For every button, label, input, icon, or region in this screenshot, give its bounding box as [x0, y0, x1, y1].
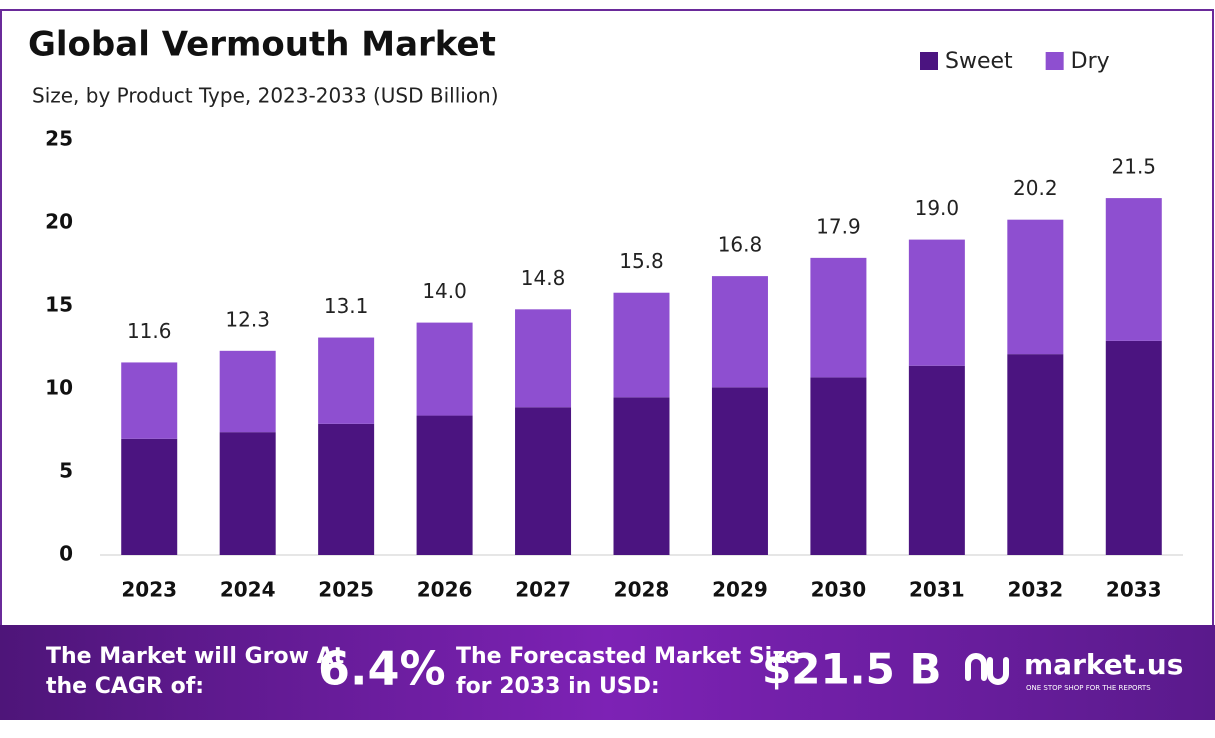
x-tick-label: 2026: [417, 578, 473, 602]
y-tick-label: 20: [45, 210, 73, 234]
cagr-value: 6.4%: [318, 642, 446, 696]
plot: 0510152025202311.6202412.3202513.1202614…: [45, 49, 1183, 602]
bar-segment: [219, 350, 276, 433]
x-tick-label: 2033: [1106, 578, 1162, 602]
y-tick-label: 0: [59, 542, 73, 566]
brand-logo: [965, 653, 1009, 685]
x-tick-label: 2024: [220, 578, 276, 602]
legend-swatch: [920, 52, 938, 70]
bar-segment: [810, 377, 867, 555]
bar-segment: [121, 362, 178, 439]
cagr-text: The Market will Grow At the CAGR of:: [46, 644, 345, 699]
total-label: 20.2: [1013, 176, 1058, 200]
footer-band: [0, 625, 1215, 720]
bar-segment: [1105, 198, 1162, 341]
x-tick-label: 2023: [121, 578, 177, 602]
x-tick-label: 2028: [614, 578, 670, 602]
brand-tagline: ONE STOP SHOP FOR THE REPORTS: [1026, 684, 1151, 692]
x-tick-label: 2030: [811, 578, 867, 602]
bar-segment: [416, 322, 473, 416]
bar-segment: [318, 337, 375, 424]
bar-segment: [908, 239, 965, 366]
legend-swatch: [1045, 52, 1064, 70]
bar-segment: [318, 423, 375, 555]
total-label: 17.9: [816, 214, 861, 238]
bar-segment: [219, 432, 276, 555]
x-tick-label: 2032: [1007, 578, 1063, 602]
bar-segment: [416, 415, 473, 555]
total-label: 19.0: [915, 196, 960, 220]
bar-segment: [515, 309, 572, 408]
forecast-value: $21.5 B: [762, 645, 941, 694]
bar-segment: [515, 407, 572, 555]
total-label: 15.8: [619, 249, 664, 273]
brand-name: market.us: [1024, 648, 1183, 681]
total-label: 14.0: [422, 279, 467, 303]
y-tick-label: 5: [59, 459, 73, 483]
total-label: 13.1: [324, 294, 369, 318]
bar-segment: [1105, 340, 1162, 555]
forecast-text: The Forecasted Market Size for 2033 in US…: [456, 644, 800, 699]
x-tick-label: 2027: [515, 578, 571, 602]
total-label: 14.8: [521, 266, 566, 290]
legend-label: Dry: [1071, 49, 1110, 74]
total-label: 16.8: [718, 233, 763, 257]
bar-segment: [1007, 354, 1064, 555]
bar-segment: [908, 365, 965, 555]
bar-segment: [121, 438, 178, 555]
bar-segment: [1007, 219, 1064, 355]
bar-segment: [613, 397, 670, 555]
bar-segment: [711, 387, 768, 555]
total-label: 21.5: [1112, 155, 1157, 179]
x-tick-label: 2029: [712, 578, 768, 602]
y-tick-label: 10: [45, 376, 73, 400]
bar-segment: [711, 276, 768, 388]
bar-segment: [810, 257, 867, 378]
chart-subtitle: Size, by Product Type, 2023-2033 (USD Bi…: [32, 84, 499, 108]
bar-segment: [613, 292, 670, 398]
y-tick-label: 25: [45, 127, 73, 151]
total-label: 12.3: [225, 307, 270, 331]
x-tick-label: 2031: [909, 578, 965, 602]
x-tick-label: 2025: [318, 578, 374, 602]
legend-label: Sweet: [945, 49, 1013, 74]
y-tick-label: 15: [45, 293, 73, 317]
total-label: 11.6: [127, 319, 172, 343]
chart-title: Global Vermouth Market: [28, 25, 496, 65]
